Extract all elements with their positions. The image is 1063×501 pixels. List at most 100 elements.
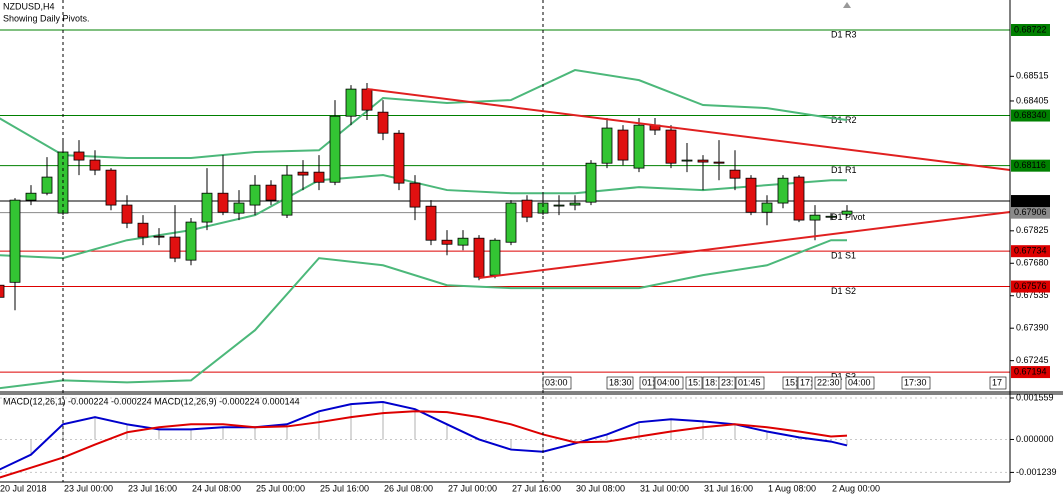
pivot-name: D1 S2 [831, 286, 856, 296]
x-tick-label: 24 Jul 08:00 [192, 483, 241, 493]
y-tick-label: 0.67825 [1016, 225, 1049, 235]
candle-body [41, 176, 53, 194]
price-box-label: 0.67906 [1014, 207, 1047, 217]
candle-body [521, 199, 533, 218]
price-box [1011, 23, 1050, 36]
x-tick-label: 30 Jul 08:00 [576, 483, 625, 493]
session-box [606, 376, 634, 390]
candle-body [489, 239, 501, 276]
candle-body [809, 214, 821, 221]
candle-body [217, 192, 229, 213]
candle-body [121, 204, 133, 224]
macd-title: MACD(12,26,1) -0.000224 -0.000224 MACD(1… [3, 396, 300, 406]
session-label: 15: [785, 377, 798, 387]
candle-body [185, 221, 197, 261]
candle-body [169, 236, 181, 259]
candle-body [793, 176, 805, 221]
candle-body [361, 88, 373, 111]
session-box [989, 376, 1007, 390]
macd-line [0, 400, 848, 471]
candle-body [297, 171, 309, 176]
macd-line [0, 410, 848, 479]
session-label: 15: [688, 377, 701, 387]
candle-body [697, 159, 709, 163]
x-tick-label: 1 Aug 08:00 [768, 483, 816, 493]
candle-body [89, 159, 101, 171]
session-box [845, 376, 875, 390]
bollinger-band [0, 69, 848, 160]
candle-body [281, 174, 293, 216]
candle-body [585, 162, 597, 203]
shift-marker [843, 2, 851, 8]
price-box-label: 0.67958 [1014, 195, 1047, 205]
x-tick-label: 20 Jul 2018 [0, 483, 47, 493]
candle-body [729, 169, 741, 179]
candle-body [345, 88, 357, 117]
session-label: 04:00 [657, 377, 680, 387]
session-label: 18:30 [609, 377, 632, 387]
session-box [685, 376, 703, 390]
session-box [542, 376, 572, 390]
trendline [366, 88, 1011, 171]
session-box [901, 376, 931, 390]
price-box-label: 0.67194 [1014, 366, 1047, 376]
session-box [718, 376, 736, 390]
pivot-name: D1 S1 [831, 251, 856, 261]
y-tick-label: 0.67245 [1016, 355, 1049, 365]
session-label: 01: [642, 377, 655, 387]
x-tick-label: 2 Aug 00:00 [832, 483, 880, 493]
pivot-name: D1 R1 [831, 165, 857, 175]
candle-body [713, 161, 725, 164]
candle-body [617, 129, 629, 161]
candle-body [745, 177, 757, 213]
x-tick-label: 23 Jul 16:00 [128, 483, 177, 493]
price-box-label: 0.68722 [1014, 24, 1047, 34]
candle-body [25, 192, 37, 201]
session-label: 23: [721, 377, 734, 387]
price-box-label: 0.67734 [1014, 246, 1047, 256]
candle-body [137, 222, 149, 238]
candle-body [569, 202, 581, 206]
candle-body [201, 192, 213, 223]
candle-body [601, 127, 613, 164]
chart-title: NZDUSD,H4 [3, 1, 55, 11]
candle-body [313, 171, 325, 183]
candle-body [249, 184, 261, 206]
session-box [639, 376, 655, 390]
candle-body [105, 169, 117, 206]
candle-body [409, 182, 421, 208]
candle-body [553, 204, 565, 207]
trendline [478, 211, 1011, 279]
candle-body [0, 284, 5, 298]
y-tick-label: 0.67680 [1016, 258, 1049, 268]
price-box [1011, 206, 1050, 219]
y-tick-label: 0.68515 [1016, 71, 1049, 81]
x-tick-label: 31 Jul 00:00 [640, 483, 689, 493]
x-tick-label: 26 Jul 08:00 [384, 483, 433, 493]
candle-body [761, 202, 773, 213]
y-tick-label: 0.68405 [1016, 95, 1049, 105]
candle-body [777, 177, 789, 204]
price-box [1011, 109, 1050, 122]
y-tick-label: 0.67535 [1016, 290, 1049, 300]
candle-body [73, 151, 85, 161]
candle-body [425, 205, 437, 241]
candle-body [633, 124, 645, 169]
x-tick-label: 27 Jul 16:00 [512, 483, 561, 493]
candle-body [265, 184, 277, 201]
pivot-name: D1 Pivot [831, 212, 866, 222]
candle-body [825, 215, 837, 218]
session-box [654, 376, 684, 390]
session-box [782, 376, 798, 390]
session-label: 17: [800, 377, 813, 387]
candle-body [841, 210, 853, 215]
session-label: 03:00 [545, 377, 568, 387]
candle-body [681, 159, 693, 162]
price-box [1011, 245, 1050, 258]
session-label: 04:00 [848, 377, 871, 387]
y-tick-label: -0.001239 [1016, 467, 1057, 477]
pivot-name: D1 S3 [831, 371, 856, 381]
candle-body [665, 129, 677, 164]
